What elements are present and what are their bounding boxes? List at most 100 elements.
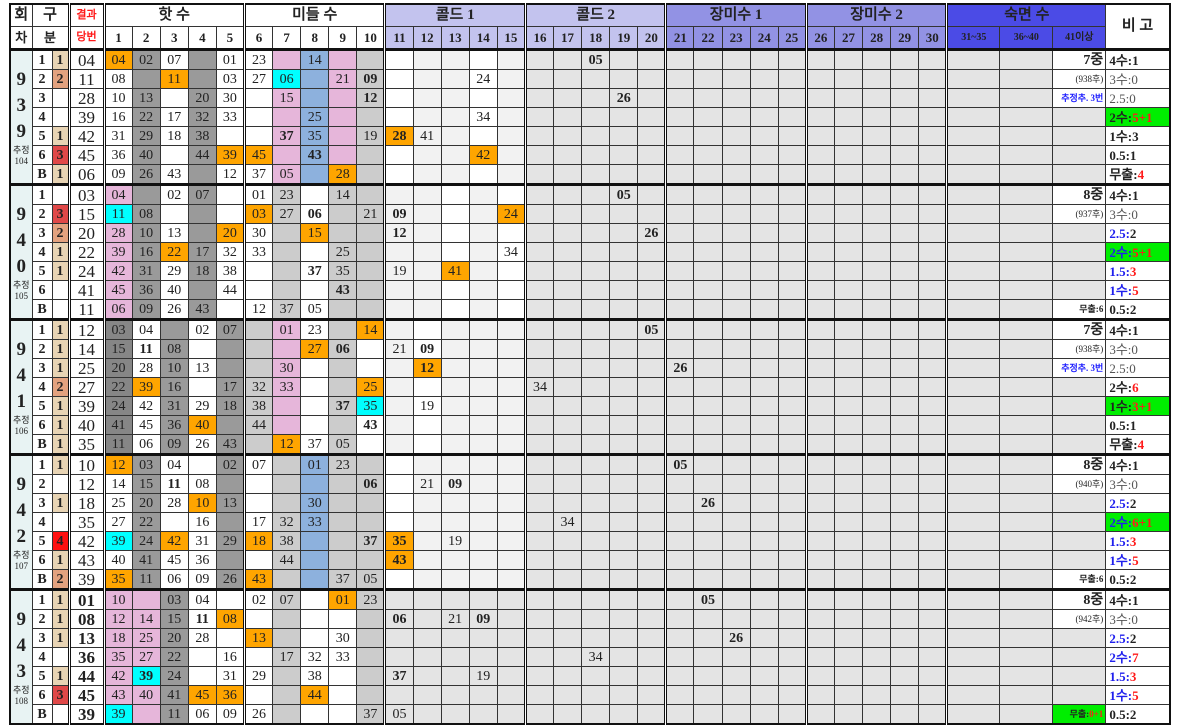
- estimate-label: 추정: [12, 685, 30, 695]
- sleep-31-35: [945, 569, 1001, 590]
- remark-cell: 3수:0: [1105, 474, 1171, 494]
- result-number: 15: [67, 204, 105, 224]
- remark-value: 3: [1132, 128, 1139, 144]
- number-cell-col-1: 03: [102, 318, 133, 340]
- sleep-41-plus: [1052, 628, 1107, 648]
- number-cell-col-12: [412, 647, 442, 667]
- sleep-31-35: [945, 704, 1001, 725]
- number-cell-col-9: [328, 666, 358, 686]
- number-cell-col-1: 20: [102, 358, 133, 378]
- remark-cell: 2수:6: [1105, 377, 1171, 397]
- number-cell-col-24: [749, 531, 779, 551]
- header-column-number: 27: [833, 26, 864, 51]
- number-cell-col-30: [918, 609, 948, 629]
- number-cell-col-20: [637, 280, 667, 300]
- sleep-31-35: [945, 512, 1001, 532]
- number-cell-col-24: [749, 88, 779, 108]
- number-cell-col-2: 22: [131, 512, 161, 532]
- number-cell-col-21: [664, 628, 695, 648]
- number-cell-col-26: [804, 531, 835, 551]
- number-cell-col-1: 11: [102, 204, 133, 224]
- number-cell-col-17: [552, 666, 583, 686]
- header-column-number: 10: [356, 26, 386, 51]
- number-cell-col-30: [918, 434, 948, 455]
- remark-label: 1수:: [1109, 128, 1133, 144]
- number-cell-col-28: [862, 69, 892, 89]
- number-cell-col-22: [693, 666, 723, 686]
- division-count: [51, 107, 70, 127]
- number-cell-col-18: [581, 145, 611, 165]
- number-cell-col-27: [833, 685, 864, 705]
- number-cell-col-30: [918, 666, 948, 686]
- number-cell-col-19: [609, 126, 639, 146]
- number-cell-col-18: [581, 415, 611, 435]
- number-cell-col-16: [523, 126, 555, 146]
- number-cell-col-13: [440, 512, 470, 532]
- number-cell-col-24: [749, 358, 779, 378]
- number-cell-col-17: [552, 628, 583, 648]
- number-cell-col-1: 42: [102, 666, 133, 686]
- number-cell-col-24: [749, 107, 779, 127]
- remark-cell: 3수:0: [1105, 609, 1171, 629]
- number-cell-col-12: [412, 69, 442, 89]
- number-cell-col-5: [215, 126, 245, 146]
- header-column-number: 19: [609, 26, 639, 51]
- number-cell-col-30: [918, 223, 948, 243]
- number-cell-col-24: [749, 126, 779, 146]
- number-cell-col-6: [242, 609, 274, 629]
- header-column-number: 24: [749, 26, 779, 51]
- number-cell-col-9: 21: [328, 69, 358, 89]
- result-number: 39: [67, 704, 105, 725]
- number-cell-col-17: [552, 609, 583, 629]
- number-cell-col-12: [412, 145, 442, 165]
- number-cell-col-7: [272, 280, 302, 300]
- remark-value: 0: [1131, 611, 1138, 627]
- number-cell-col-11: [383, 512, 414, 532]
- number-cell-col-5: [215, 415, 245, 435]
- number-cell-col-9: 35: [328, 261, 358, 281]
- header-column-number: 11: [383, 26, 414, 51]
- number-cell-col-15: [496, 261, 526, 281]
- number-cell-col-5: 31: [215, 666, 245, 686]
- row-index: 6: [31, 145, 53, 165]
- number-cell-col-6: [242, 107, 274, 127]
- number-cell-col-24: [749, 588, 779, 610]
- number-cell-col-10: [356, 453, 386, 475]
- result-number: 10: [67, 453, 105, 475]
- number-cell-col-10: [356, 164, 386, 185]
- number-cell-col-22: [693, 88, 723, 108]
- sleep-36-40: [999, 647, 1054, 667]
- table-row: 2 2 11 08 11 03 27 06 21 09 24 (938후) 3수:0: [10, 69, 1171, 89]
- remark-label: 0.5:: [1109, 706, 1130, 722]
- division-count: 2: [51, 377, 70, 397]
- row-index: 3: [31, 628, 53, 648]
- sleep-41-plus: 8중: [1052, 588, 1107, 610]
- number-cell-col-13: [440, 48, 470, 70]
- number-cell-col-27: [833, 647, 864, 667]
- number-cell-col-22: [693, 126, 723, 146]
- number-cell-col-22: [693, 145, 723, 165]
- number-cell-col-20: [637, 183, 667, 205]
- number-cell-col-22: [693, 377, 723, 397]
- division-count: 1: [51, 493, 70, 513]
- estimate-label: 추정: [12, 145, 30, 155]
- number-cell-col-29: [890, 512, 920, 532]
- number-cell-col-21: [664, 339, 695, 359]
- sleep-41-plus: 추정추. 3번: [1052, 88, 1107, 108]
- number-cell-col-1: 35: [102, 569, 133, 590]
- number-cell-col-24: [749, 453, 779, 475]
- row-index: 5: [31, 531, 53, 551]
- number-cell-col-20: [637, 512, 667, 532]
- number-cell-col-18: [581, 339, 611, 359]
- header-group: 핫 수: [102, 3, 245, 27]
- number-cell-col-23: [721, 569, 751, 590]
- number-cell-col-19: [609, 493, 639, 513]
- number-cell-col-28: [862, 126, 892, 146]
- number-cell-col-10: [356, 299, 386, 320]
- number-cell-col-17: [552, 531, 583, 551]
- remark-label: 1.5:: [1109, 533, 1130, 549]
- number-cell-col-6: 43: [242, 569, 274, 590]
- number-cell-col-2: 29: [131, 126, 161, 146]
- estimate-label: 추정: [12, 415, 30, 425]
- number-cell-col-18: 34: [581, 647, 611, 667]
